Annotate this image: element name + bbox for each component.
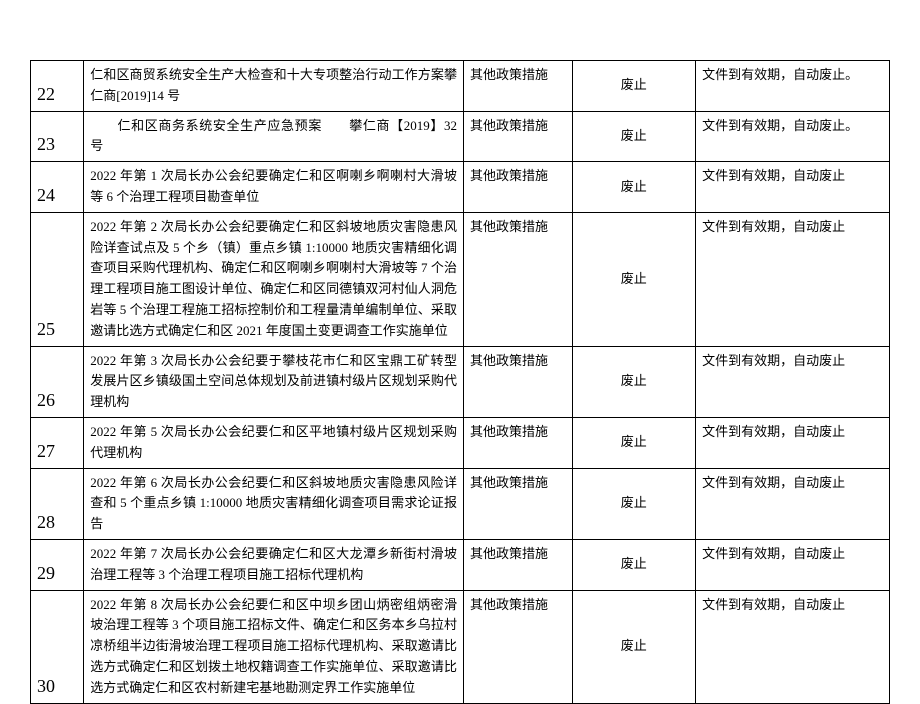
row-status: 废止 xyxy=(572,468,696,539)
table-row: 252022 年第 2 次局长办公会纪要确定仁和区斜坡地质灾害隐患风险详查试点及… xyxy=(31,212,890,346)
row-description: 2022 年第 3 次局长办公会纪要于攀枝花市仁和区宝鼎工矿转型发展片区乡镇级国… xyxy=(84,346,464,417)
row-description: 2022 年第 5 次局长办公会纪要仁和区平地镇村级片区规划采购代理机构 xyxy=(84,417,464,468)
row-status: 废止 xyxy=(572,539,696,590)
row-type: 其他政策措施 xyxy=(464,417,573,468)
row-description: 2022 年第 2 次局长办公会纪要确定仁和区斜坡地质灾害隐患风险详查试点及 5… xyxy=(84,212,464,346)
row-status: 废止 xyxy=(572,162,696,213)
row-number: 25 xyxy=(31,212,84,346)
row-number: 23 xyxy=(31,111,84,162)
row-note: 文件到有效期，自动废止 xyxy=(696,212,890,346)
row-status: 废止 xyxy=(572,590,696,703)
row-note: 文件到有效期，自动废止。 xyxy=(696,111,890,162)
row-description: 2022 年第 1 次局长办公会纪要确定仁和区啊喇乡啊喇村大滑坡等 6 个治理工… xyxy=(84,162,464,213)
row-number: 24 xyxy=(31,162,84,213)
table-row: 282022 年第 6 次局长办公会纪要仁和区斜坡地质灾害隐患风险详查和 5 个… xyxy=(31,468,890,539)
row-number: 29 xyxy=(31,539,84,590)
row-type: 其他政策措施 xyxy=(464,111,573,162)
row-type: 其他政策措施 xyxy=(464,468,573,539)
table-row: 292022 年第 7 次局长办公会纪要确定仁和区大龙潭乡新街村滑坡治理工程等 … xyxy=(31,539,890,590)
row-note: 文件到有效期，自动废止 xyxy=(696,417,890,468)
row-status: 废止 xyxy=(572,111,696,162)
row-status: 废止 xyxy=(572,417,696,468)
row-number: 26 xyxy=(31,346,84,417)
table-row: 272022 年第 5 次局长办公会纪要仁和区平地镇村级片区规划采购代理机构其他… xyxy=(31,417,890,468)
row-description: 仁和区商贸系统安全生产大检查和十大专项整治行动工作方案攀仁商[2019]14 号 xyxy=(84,61,464,112)
table-row: 23 仁和区商务系统安全生产应急预案 攀仁商【2019】32 号其他政策措施废止… xyxy=(31,111,890,162)
policy-table: 22仁和区商贸系统安全生产大检查和十大专项整治行动工作方案攀仁商[2019]14… xyxy=(30,60,890,704)
row-description: 2022 年第 8 次局长办公会纪要仁和区中坝乡团山炳密组炳密滑坡治理工程等 3… xyxy=(84,590,464,703)
row-description: 2022 年第 7 次局长办公会纪要确定仁和区大龙潭乡新街村滑坡治理工程等 3 … xyxy=(84,539,464,590)
row-type: 其他政策措施 xyxy=(464,212,573,346)
row-note: 文件到有效期，自动废止 xyxy=(696,590,890,703)
table-row: 262022 年第 3 次局长办公会纪要于攀枝花市仁和区宝鼎工矿转型发展片区乡镇… xyxy=(31,346,890,417)
row-status: 废止 xyxy=(572,346,696,417)
row-type: 其他政策措施 xyxy=(464,539,573,590)
row-description: 仁和区商务系统安全生产应急预案 攀仁商【2019】32 号 xyxy=(84,111,464,162)
row-note: 文件到有效期，自动废止 xyxy=(696,346,890,417)
row-type: 其他政策措施 xyxy=(464,590,573,703)
row-number: 28 xyxy=(31,468,84,539)
row-note: 文件到有效期，自动废止 xyxy=(696,539,890,590)
row-number: 22 xyxy=(31,61,84,112)
row-number: 27 xyxy=(31,417,84,468)
row-note: 文件到有效期，自动废止 xyxy=(696,162,890,213)
row-description: 2022 年第 6 次局长办公会纪要仁和区斜坡地质灾害隐患风险详查和 5 个重点… xyxy=(84,468,464,539)
row-note: 文件到有效期，自动废止。 xyxy=(696,61,890,112)
row-type: 其他政策措施 xyxy=(464,162,573,213)
row-status: 废止 xyxy=(572,61,696,112)
table-row: 242022 年第 1 次局长办公会纪要确定仁和区啊喇乡啊喇村大滑坡等 6 个治… xyxy=(31,162,890,213)
row-status: 废止 xyxy=(572,212,696,346)
row-type: 其他政策措施 xyxy=(464,346,573,417)
row-number: 30 xyxy=(31,590,84,703)
table-row: 22仁和区商贸系统安全生产大检查和十大专项整治行动工作方案攀仁商[2019]14… xyxy=(31,61,890,112)
row-note: 文件到有效期，自动废止 xyxy=(696,468,890,539)
row-type: 其他政策措施 xyxy=(464,61,573,112)
table-row: 302022 年第 8 次局长办公会纪要仁和区中坝乡团山炳密组炳密滑坡治理工程等… xyxy=(31,590,890,703)
